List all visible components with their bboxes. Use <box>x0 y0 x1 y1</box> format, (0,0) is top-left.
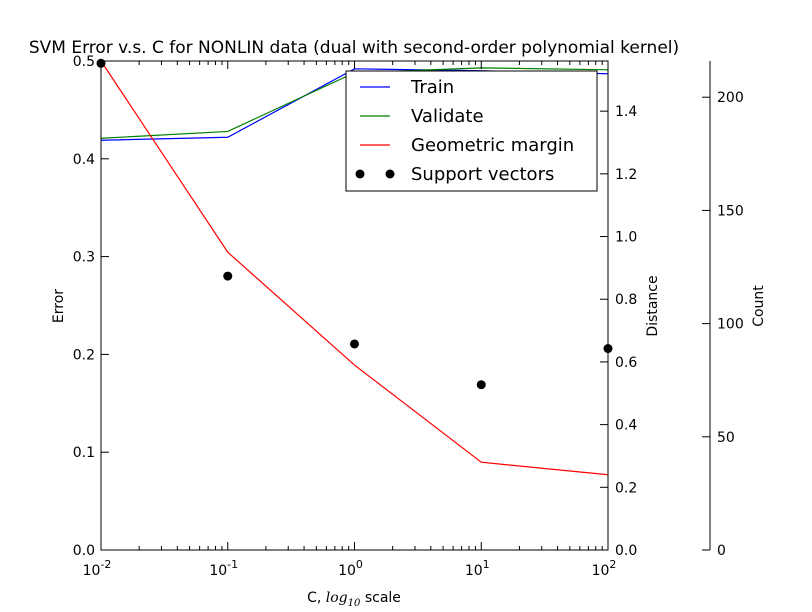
y-tick-label-count: 50 <box>717 430 735 446</box>
y-tick-label-distance: 0.0 <box>615 543 637 559</box>
x-tick-label: 102 <box>592 558 617 579</box>
x-tick-label: 100 <box>338 558 363 579</box>
y-tick-label-distance: 0.6 <box>615 355 637 371</box>
legend-label-validate: Validate <box>411 106 484 127</box>
series-line-geometric-margin <box>100 60 609 476</box>
x-tick-label: 10-2 <box>83 558 112 579</box>
x-axis-label: C, log10 scale <box>307 590 401 609</box>
data-point-support-vectors <box>476 380 486 390</box>
y-tick-label-distance: 1.0 <box>615 230 637 246</box>
x-tick-label: 101 <box>465 558 490 579</box>
x-tick-label: 10-1 <box>209 558 238 579</box>
legend-swatch-support-vectors <box>385 169 395 179</box>
y-axis-label-count: Count <box>751 285 767 327</box>
legend-swatch-support-vectors <box>355 169 365 179</box>
legend-label-support-vectors: Support vectors <box>411 164 554 185</box>
y-tick-label-distance: 1.2 <box>615 167 637 183</box>
y-tick-label-count: 200 <box>717 90 744 106</box>
data-point-support-vectors <box>223 271 233 281</box>
y-tick-label-distance: 0.2 <box>615 480 637 496</box>
legend-label-train: Train <box>410 77 454 98</box>
y-axis-label-error: Error <box>51 289 67 323</box>
y-tick-label-distance: 0.4 <box>615 418 637 434</box>
y-tick-label-count: 150 <box>717 203 744 219</box>
y-tick-label-error: 0.0 <box>73 543 95 559</box>
y-tick-label-error: 0.4 <box>73 152 95 168</box>
axes: 10-2 10-1 100 101 1020.00.10.20.30.40.50.00.… <box>73 54 744 579</box>
data-point-support-vectors <box>350 339 359 349</box>
legend: Train Validate Geometric margin Support vec… <box>345 70 598 192</box>
y-tick-label-distance: 0.8 <box>615 292 637 308</box>
legend-label-geometric-margin: Geometric margin <box>411 135 574 156</box>
y-tick-label-count: 0 <box>717 543 726 559</box>
y-tick-label-error: 0.5 <box>73 54 95 70</box>
chart-title: SVM Error v.s. C for NONLIN data (dual w… <box>29 38 679 58</box>
y-tick-label-count: 100 <box>717 317 744 333</box>
y-tick-label-error: 0.2 <box>73 347 95 363</box>
y-tick-label-error: 0.3 <box>73 250 95 266</box>
y-axis-label-distance: Distance <box>645 275 661 336</box>
y-tick-label-error: 0.1 <box>73 445 95 461</box>
y-tick-label-distance: 1.4 <box>615 104 637 120</box>
